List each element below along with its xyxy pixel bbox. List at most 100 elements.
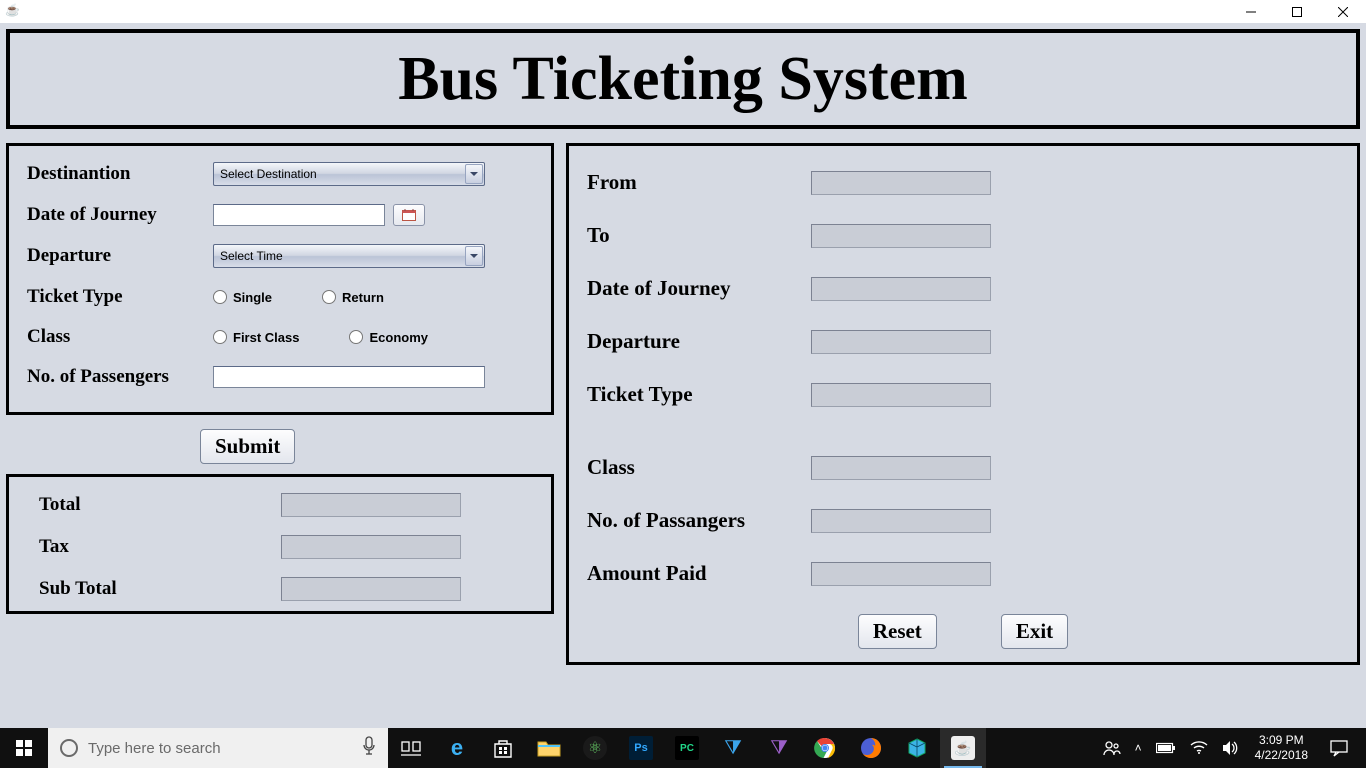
search-placeholder: Type here to search xyxy=(88,740,221,757)
summary-ticket-type-field xyxy=(811,383,991,407)
summary-passengers-label: No. of Passangers xyxy=(587,508,811,533)
first-class-radio[interactable]: First Class xyxy=(213,330,299,345)
notification-icon xyxy=(1330,739,1348,757)
reset-button[interactable]: Reset xyxy=(858,614,937,649)
departure-label: Departure xyxy=(27,245,213,267)
date-label: Date of Journey xyxy=(27,204,213,226)
people-icon[interactable] xyxy=(1096,728,1128,768)
taskbar-store[interactable] xyxy=(480,728,526,768)
cortana-icon xyxy=(60,739,78,757)
close-button[interactable] xyxy=(1320,0,1366,23)
photoshop-icon: Ps xyxy=(629,736,653,760)
summary-panel: From To Date of Journey Departure Ticket… xyxy=(566,143,1360,665)
to-field xyxy=(811,224,991,248)
taskbar-virtualbox[interactable] xyxy=(894,728,940,768)
taskbar: Type here to search e ⚛ Ps PC ⧩ ⧩ ☕ xyxy=(0,728,1366,768)
summary-class-field xyxy=(811,456,991,480)
store-icon xyxy=(491,736,515,760)
pycharm-icon: PC xyxy=(675,736,699,760)
summary-passengers-field xyxy=(811,509,991,533)
summary-departure-label: Departure xyxy=(587,329,811,354)
tax-label: Tax xyxy=(27,536,281,558)
total-field xyxy=(281,493,461,517)
summary-departure-field xyxy=(811,330,991,354)
date-picker-button[interactable] xyxy=(393,204,425,226)
taskbar-clock[interactable]: 3:09 PM 4/22/2018 xyxy=(1247,733,1316,763)
input-form-panel: Destinantion Select Destination Date of … xyxy=(6,143,554,415)
window-titlebar xyxy=(0,0,1366,23)
taskbar-visualstudio[interactable]: ⧩ xyxy=(756,728,802,768)
java-icon xyxy=(4,4,20,20)
virtualbox-icon xyxy=(905,736,929,760)
firefox-icon xyxy=(859,736,883,760)
taskbar-firefox[interactable] xyxy=(848,728,894,768)
class-label: Class xyxy=(27,326,213,348)
taskbar-atom[interactable]: ⚛ xyxy=(572,728,618,768)
amount-label: Amount Paid xyxy=(587,561,811,586)
calendar-icon xyxy=(402,209,416,221)
destination-label: Destinantion xyxy=(27,163,213,185)
taskbar-chrome[interactable] xyxy=(802,728,848,768)
total-label: Total xyxy=(27,494,281,516)
taskbar-vscode[interactable]: ⧩ xyxy=(710,728,756,768)
tax-field xyxy=(281,535,461,559)
chrome-icon xyxy=(813,736,837,760)
chevron-down-icon xyxy=(465,246,483,266)
summary-date-field xyxy=(811,277,991,301)
submit-button[interactable]: Submit xyxy=(200,429,295,464)
summary-class-label: Class xyxy=(587,455,811,480)
edge-icon: e xyxy=(445,736,469,760)
subtotal-field xyxy=(281,577,461,601)
from-field xyxy=(811,171,991,195)
economy-radio[interactable]: Economy xyxy=(349,330,428,345)
tray-chevron[interactable]: ˄ xyxy=(1128,728,1149,768)
windows-icon xyxy=(16,740,32,756)
volume-icon[interactable] xyxy=(1215,728,1247,768)
action-center-button[interactable] xyxy=(1316,739,1362,757)
taskbar-pycharm[interactable]: PC xyxy=(664,728,710,768)
from-label: From xyxy=(587,170,811,195)
destination-combo[interactable]: Select Destination xyxy=(213,162,485,186)
clock-time: 3:09 PM xyxy=(1255,733,1308,748)
destination-combo-text: Select Destination xyxy=(220,167,317,181)
amount-field xyxy=(811,562,991,586)
start-button[interactable] xyxy=(0,728,48,768)
folder-icon xyxy=(537,736,561,760)
taskbar-edge[interactable]: e xyxy=(434,728,480,768)
passengers-input[interactable] xyxy=(213,366,485,388)
java-app-icon: ☕ xyxy=(951,736,975,760)
app-body: Bus Ticketing System Destinantion Select… xyxy=(0,23,1366,728)
taskbar-search[interactable]: Type here to search xyxy=(48,728,388,768)
ticket-type-label: Ticket Type xyxy=(27,286,213,308)
subtotal-label: Sub Total xyxy=(27,578,281,600)
departure-combo-text: Select Time xyxy=(220,249,283,263)
totals-panel: Total Tax Sub Total xyxy=(6,474,554,614)
minimize-button[interactable] xyxy=(1228,0,1274,23)
return-radio[interactable]: Return xyxy=(322,290,384,305)
system-tray: ˄ 3:09 PM 4/22/2018 xyxy=(1096,728,1366,768)
passengers-label: No. of Passengers xyxy=(27,366,213,388)
summary-date-label: Date of Journey xyxy=(587,276,811,301)
taskbar-photoshop[interactable]: Ps xyxy=(618,728,664,768)
maximize-button[interactable] xyxy=(1274,0,1320,23)
chevron-down-icon xyxy=(465,164,483,184)
task-view-button[interactable] xyxy=(388,728,434,768)
vscode-icon: ⧩ xyxy=(721,736,745,760)
summary-ticket-type-label: Ticket Type xyxy=(587,382,811,407)
wifi-icon[interactable] xyxy=(1183,728,1215,768)
clock-date: 4/22/2018 xyxy=(1255,748,1308,763)
taskbar-explorer[interactable] xyxy=(526,728,572,768)
atom-icon: ⚛ xyxy=(583,736,607,760)
exit-button[interactable]: Exit xyxy=(1001,614,1068,649)
single-radio[interactable]: Single xyxy=(213,290,272,305)
departure-combo[interactable]: Select Time xyxy=(213,244,485,268)
app-title: Bus Ticketing System xyxy=(398,44,968,115)
date-input[interactable] xyxy=(213,204,385,226)
title-panel: Bus Ticketing System xyxy=(6,29,1360,129)
task-view-icon xyxy=(401,740,421,756)
microphone-icon xyxy=(362,736,376,760)
visualstudio-icon: ⧩ xyxy=(767,736,791,760)
to-label: To xyxy=(587,223,811,248)
taskbar-java-app[interactable]: ☕ xyxy=(940,728,986,768)
battery-icon[interactable] xyxy=(1149,728,1183,768)
